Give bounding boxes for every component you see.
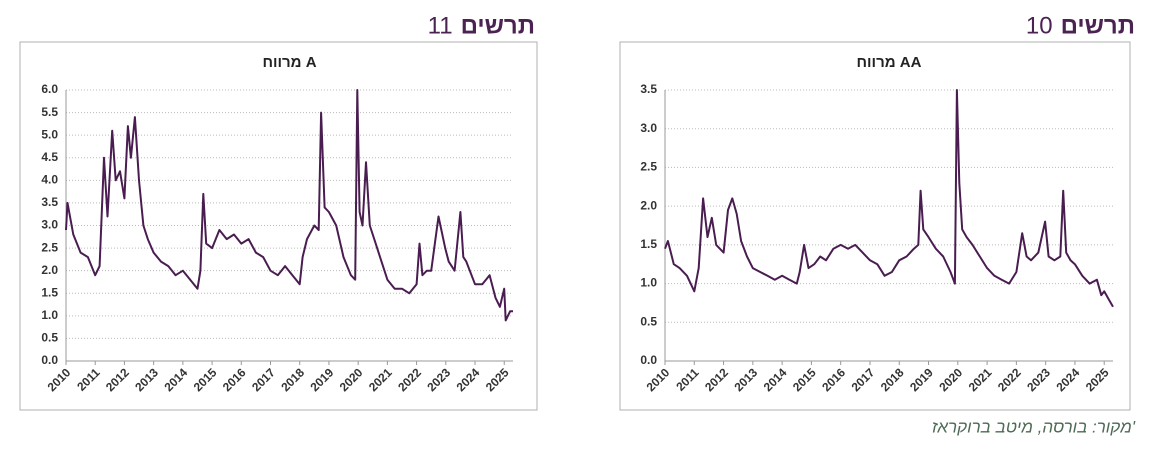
x-tick-label: 2017 [849,365,878,394]
x-tick-label: 2019 [308,365,337,394]
x-tick-label: 2021 [366,365,395,394]
x-tick-label: 2019 [907,365,936,394]
y-tick-label: 2.0 [41,263,58,277]
x-tick-label: 2023 [1024,365,1053,394]
x-tick-label: 2017 [249,365,278,394]
x-tick-label: 2023 [424,365,453,394]
x-tick-label: 2025 [483,365,512,394]
x-tick-label: 2010 [45,365,74,394]
y-tick-label: 6.0 [41,82,58,96]
source-note: מקור: בורסה, מיטב ברוקראז' [932,417,1136,436]
figure-word: תרשים [1061,12,1135,39]
x-tick-label: 2022 [995,365,1024,394]
y-tick-label: 1.0 [640,276,657,290]
y-tick-label: 5.5 [41,105,58,119]
x-tick-label: 2024 [1054,365,1083,394]
x-tick-label: 2015 [191,365,220,394]
figure-number: 11 [428,12,453,39]
y-tick-label: 0.0 [41,353,58,367]
x-tick-label: 2013 [132,365,161,394]
y-tick-label: 3.5 [41,195,58,209]
y-tick-label: 4.5 [41,150,58,164]
x-tick-label: 2014 [161,365,190,394]
chart-title: מרווח A [262,54,316,71]
x-tick-label: 2024 [454,365,483,394]
y-tick-label: 0.5 [41,331,58,345]
figure-number: 10 [1026,12,1053,39]
chart-frame [619,41,1131,411]
x-tick-label: 2014 [761,365,790,394]
y-tick-label: 1.0 [41,308,58,322]
chart-title: מרווח AA [857,54,922,71]
x-tick-label: 2020 [936,365,965,394]
y-tick-label: 3.0 [640,121,657,135]
x-tick-label: 2010 [644,365,673,394]
x-tick-label: 2022 [395,365,424,394]
x-tick-label: 2013 [731,365,760,394]
y-tick-label: 1.5 [640,237,657,251]
x-tick-label: 2016 [819,365,848,394]
x-tick-label: 2018 [878,365,907,394]
y-tick-label: 3.5 [640,82,657,96]
y-tick-label: 2.5 [41,240,58,254]
x-tick-label: 2020 [337,365,366,394]
x-tick-label: 2016 [220,365,249,394]
data-line [65,89,513,322]
y-tick-label: 1.5 [41,285,58,299]
figure-word: תרשים [461,12,535,39]
x-tick-label: 2011 [74,365,103,394]
y-tick-label: 2.0 [640,198,657,212]
x-tick-label: 2018 [278,365,307,394]
x-tick-label: 2025 [1083,365,1112,394]
x-tick-label: 2012 [702,365,731,394]
x-tick-label: 2011 [673,365,702,394]
x-tick-label: 2021 [966,365,995,394]
data-line [664,89,1114,308]
y-tick-label: 0.5 [640,314,657,328]
y-tick-label: 3.0 [41,218,58,232]
x-tick-label: 2015 [790,365,819,394]
y-tick-label: 2.5 [640,160,657,174]
chart-frame [19,41,538,411]
y-tick-label: 5.0 [41,127,58,141]
x-tick-label: 2012 [103,365,132,394]
y-tick-label: 4.0 [41,173,58,187]
y-tick-label: 0.0 [640,353,657,367]
